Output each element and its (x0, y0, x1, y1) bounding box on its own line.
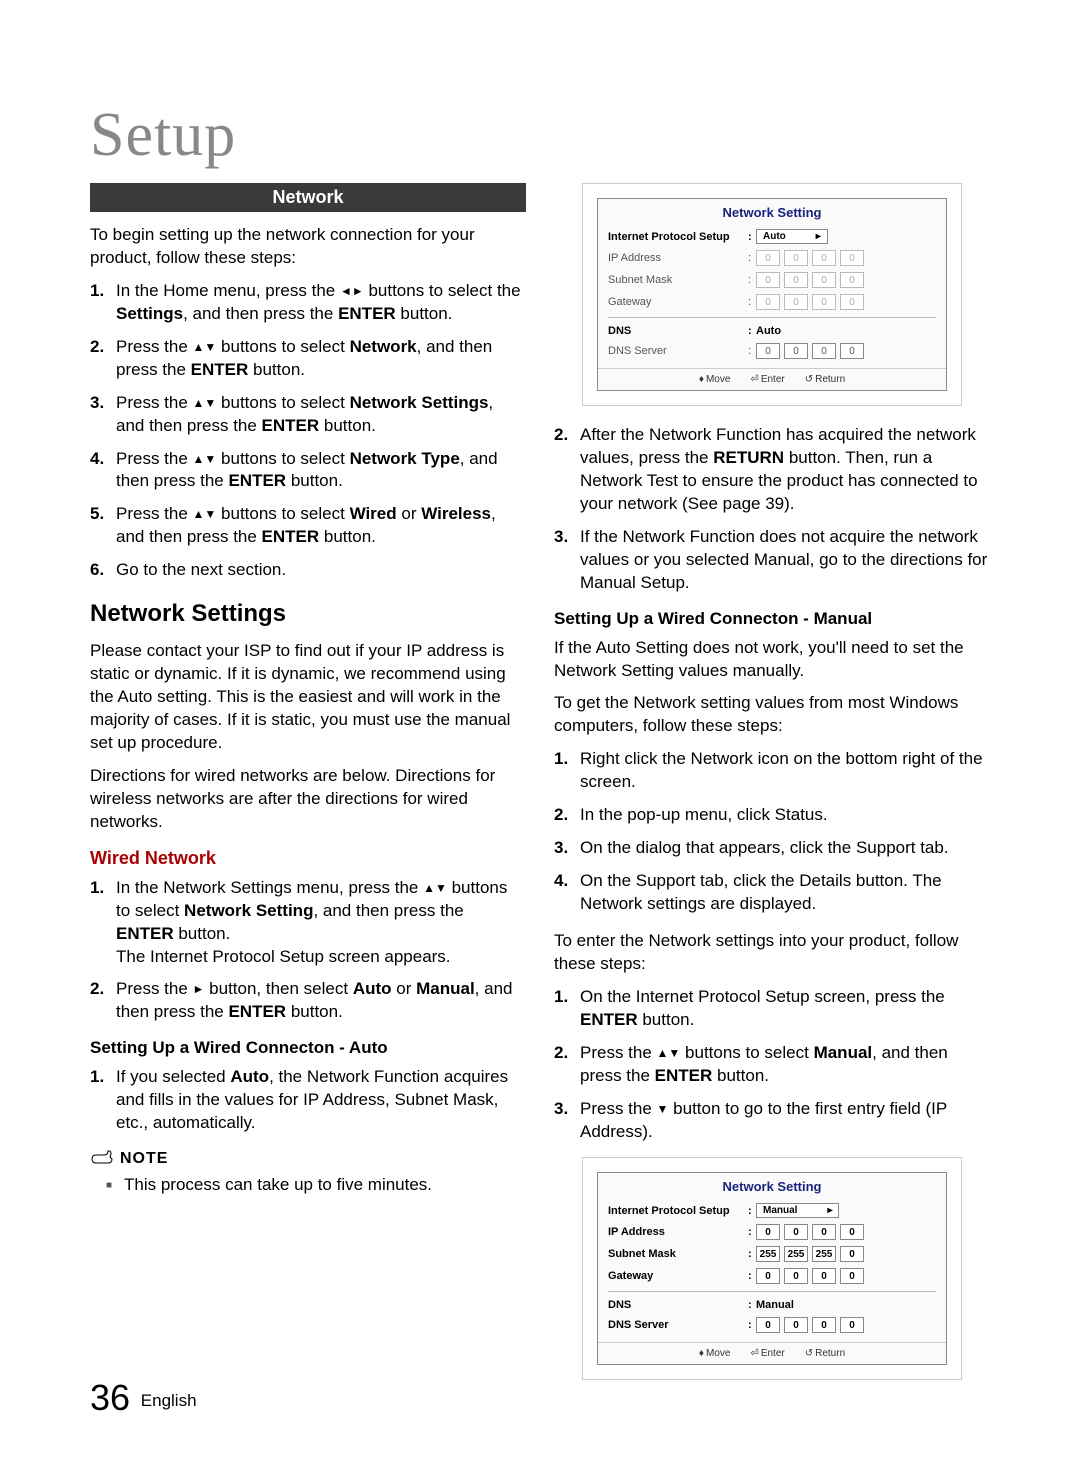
updown-icon: ♦ (699, 374, 704, 385)
left-column: Network To begin setting up the network … (90, 183, 526, 1398)
home-step-4: Press the ▲▼ buttons to select Network T… (90, 448, 526, 494)
home-step-5: Press the ▲▼ buttons to select Wired or … (90, 503, 526, 549)
right-steps-a: After the Network Function has acquired … (554, 424, 990, 595)
section-bar-network: Network (90, 183, 526, 212)
panel-row: Internet Protocol Setup:Manual▸ (608, 1200, 936, 1221)
panel-footer: ♦Move ⏎Enter ↺Return (598, 368, 946, 390)
wired-step-2: Press the ► button, then select Auto or … (90, 978, 526, 1024)
down-arrow-icon: ▼ (657, 1101, 669, 1117)
panel-row: Internet Protocol Setup:Auto▸ (608, 226, 936, 247)
panel-footer: ♦Move ⏎Enter ↺Return (598, 1342, 946, 1364)
ns-paragraph-2: Directions for wired networks are below.… (90, 765, 526, 834)
panel-row: IP Address:0000 (608, 1221, 936, 1243)
up-down-arrow-icon: ▲▼ (193, 506, 217, 522)
home-step-6: Go to the next section. (90, 559, 526, 582)
return-icon: ↺ (805, 1348, 813, 1359)
note-label: NOTE (120, 1150, 168, 1168)
panel-row: DNS:Manual (608, 1296, 936, 1314)
page-footer: 36 English (90, 1377, 197, 1419)
wired-steps: In the Network Settings menu, press the … (90, 877, 526, 1025)
panel-row: DNS Server:0000 (608, 340, 936, 362)
note-body: This process can take up to five minutes… (106, 1175, 526, 1195)
manual-p2: To get the Network setting values from m… (554, 692, 990, 738)
manual-step-a4: On the Support tab, click the Details bu… (554, 870, 990, 916)
right-step-a3: If the Network Function does not acquire… (554, 526, 990, 595)
up-down-arrow-icon: ▲▼ (423, 880, 447, 896)
panel-row: Subnet Mask:2552552550 (608, 1243, 936, 1265)
enter-icon: ⏎ (750, 374, 758, 385)
chevron-right-icon: ▸ (816, 231, 821, 242)
panel-row: Subnet Mask:0000 (608, 269, 936, 291)
enter-icon: ⏎ (750, 1348, 758, 1359)
manual-step-a1: Right click the Network icon on the bott… (554, 748, 990, 794)
mode-pill: Manual▸ (756, 1203, 839, 1218)
manual-step-b2: Press the ▲▼ buttons to select Manual, a… (554, 1042, 990, 1088)
auto-steps: If you selected Auto, the Network Functi… (90, 1066, 526, 1135)
manual-heading: Setting Up a Wired Connecton - Manual (554, 609, 990, 629)
up-down-arrow-icon: ▲▼ (193, 339, 217, 355)
auto-heading: Setting Up a Wired Connecton - Auto (90, 1038, 526, 1058)
return-icon: ↺ (805, 374, 813, 385)
content-columns: Network To begin setting up the network … (90, 183, 990, 1398)
page-lang: English (141, 1391, 197, 1410)
panel-title: Network Setting (598, 199, 946, 226)
note-row: NOTE (90, 1149, 526, 1169)
auto-step-1: If you selected Auto, the Network Functi… (90, 1066, 526, 1135)
right-column: Network Setting Internet Protocol Setup:… (554, 183, 990, 1398)
network-panel-auto: Network Setting Internet Protocol Setup:… (582, 183, 962, 406)
right-arrow-icon: ► (193, 981, 205, 997)
up-down-arrow-icon: ▲▼ (657, 1045, 681, 1061)
right-step-a2: After the Network Function has acquired … (554, 424, 990, 516)
manual-step-a2: In the pop-up menu, click Status. (554, 804, 990, 827)
panel-row: DNS:Auto (608, 322, 936, 340)
chevron-right-icon: ▸ (827, 1205, 832, 1216)
manual-steps-a: Right click the Network icon on the bott… (554, 748, 990, 916)
home-step-2: Press the ▲▼ buttons to select Network, … (90, 336, 526, 382)
wired-step-1: In the Network Settings menu, press the … (90, 877, 526, 969)
manual-steps-b: On the Internet Protocol Setup screen, p… (554, 986, 990, 1144)
manual-p3: To enter the Network settings into your … (554, 930, 990, 976)
page-number: 36 (90, 1377, 130, 1418)
ns-paragraph-1: Please contact your ISP to find out if y… (90, 640, 526, 755)
note-hand-icon (90, 1149, 114, 1169)
panel-row: Gateway:0000 (608, 291, 936, 313)
wired-network-heading: Wired Network (90, 848, 526, 869)
updown-icon: ♦ (699, 1348, 704, 1359)
manual-step-b3: Press the ▼ button to go to the first en… (554, 1098, 990, 1144)
panel-title: Network Setting (598, 1173, 946, 1200)
panel-row: IP Address:0000 (608, 247, 936, 269)
home-step-3: Press the ▲▼ buttons to select Network S… (90, 392, 526, 438)
home-steps: In the Home menu, press the ◄► buttons t… (90, 280, 526, 582)
manual-p1: If the Auto Setting does not work, you'l… (554, 637, 990, 683)
manual-step-a3: On the dialog that appears, click the Su… (554, 837, 990, 860)
mode-pill: Auto▸ (756, 229, 828, 244)
left-right-arrow-icon: ◄► (340, 283, 364, 299)
up-down-arrow-icon: ▲▼ (193, 451, 217, 467)
panel-row: Gateway:0000 (608, 1265, 936, 1287)
network-settings-heading: Network Settings (90, 600, 526, 628)
up-down-arrow-icon: ▲▼ (193, 395, 217, 411)
page-title: Setup (90, 100, 990, 171)
network-panel-manual: Network Setting Internet Protocol Setup:… (582, 1157, 962, 1380)
manual-step-b1: On the Internet Protocol Setup screen, p… (554, 986, 990, 1032)
home-step-1: In the Home menu, press the ◄► buttons t… (90, 280, 526, 326)
intro-text: To begin setting up the network connecti… (90, 224, 526, 270)
panel-row: DNS Server:0000 (608, 1314, 936, 1336)
